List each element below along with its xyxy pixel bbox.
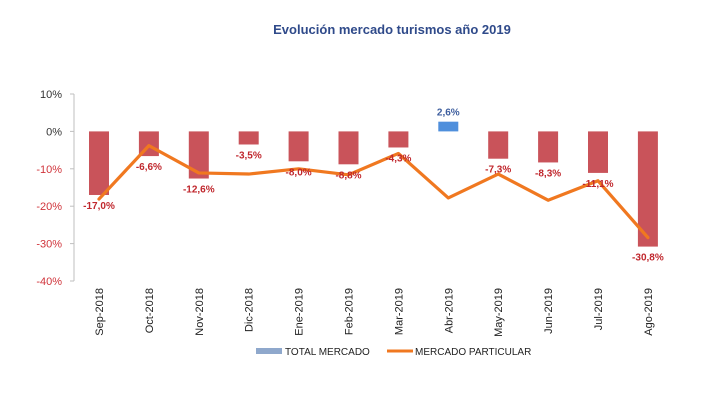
bar	[438, 121, 459, 132]
bar	[238, 131, 259, 145]
x-tick-label: Ene-2019	[294, 288, 306, 336]
x-axis: Sep-2018 Oct-2018 Nov-2018 Dic-2018 Ene-2019…	[94, 288, 655, 337]
x-tick-label: Jul-2019	[593, 288, 605, 330]
line-mercado-particular	[97, 144, 650, 240]
series-line	[97, 144, 650, 240]
data-label: 2,6%	[437, 108, 460, 119]
data-label: -8,3%	[535, 168, 561, 179]
x-tick-label: Nov-2018	[194, 288, 206, 336]
x-tick-label: Oct-2018	[144, 288, 156, 333]
bar	[488, 131, 509, 159]
legend-swatch-total-mercado	[256, 348, 282, 354]
x-tick-label: Abr-2019	[443, 288, 455, 333]
data-label: -7,3%	[485, 165, 511, 176]
bar	[588, 131, 608, 173]
chart-title: Evolución mercado turismos año 2019	[273, 22, 511, 37]
bar	[338, 131, 359, 165]
data-label: -3,5%	[236, 150, 262, 161]
bar	[89, 131, 109, 195]
y-tick-label: -20%	[36, 201, 62, 213]
bar	[538, 131, 559, 163]
y-tick-label: -30%	[36, 239, 62, 251]
bar	[637, 131, 658, 247]
data-label: -6,6%	[136, 162, 162, 173]
data-label: -4,3%	[385, 153, 411, 164]
x-tick-label: May-2019	[493, 288, 505, 337]
x-tick-label: Mar-2019	[393, 288, 405, 335]
legend-label-mercado-particular: MERCADO PARTICULAR	[415, 347, 531, 358]
bar	[388, 131, 409, 148]
data-label: -12,6%	[183, 185, 215, 196]
x-tick-label: Sep-2018	[94, 288, 106, 336]
y-axis: 10% 0% -10% -20% -30% -40%	[36, 89, 74, 288]
x-tick-label: Jun-2019	[543, 288, 555, 334]
y-tick-label: -40%	[36, 276, 62, 288]
bar	[288, 131, 309, 162]
data-label: -8,8%	[335, 170, 361, 181]
bar	[188, 131, 209, 179]
legend-label-total-mercado: TOTAL MERCADO	[285, 347, 370, 358]
y-tick-label: 10%	[40, 89, 62, 101]
bars-total-mercado	[89, 121, 658, 247]
x-tick-label: Ago-2019	[643, 288, 655, 336]
x-tick-label: Dic-2018	[244, 288, 256, 332]
data-labels: -17,0% -6,6% -12,6% -3,5% -8,0% -8,8% -4,3% 2,6…	[83, 108, 664, 264]
y-tick-label: -10%	[36, 164, 62, 176]
data-label: -17,0%	[83, 201, 115, 212]
legend: TOTAL MERCADO MERCADO PARTICULAR	[256, 347, 531, 358]
data-label: -8,0%	[286, 167, 312, 178]
x-tick-label: Feb-2019	[344, 288, 356, 335]
data-label: -11,1%	[582, 179, 613, 190]
y-tick-label: 0%	[46, 126, 62, 138]
data-label: -30,8%	[632, 253, 664, 264]
